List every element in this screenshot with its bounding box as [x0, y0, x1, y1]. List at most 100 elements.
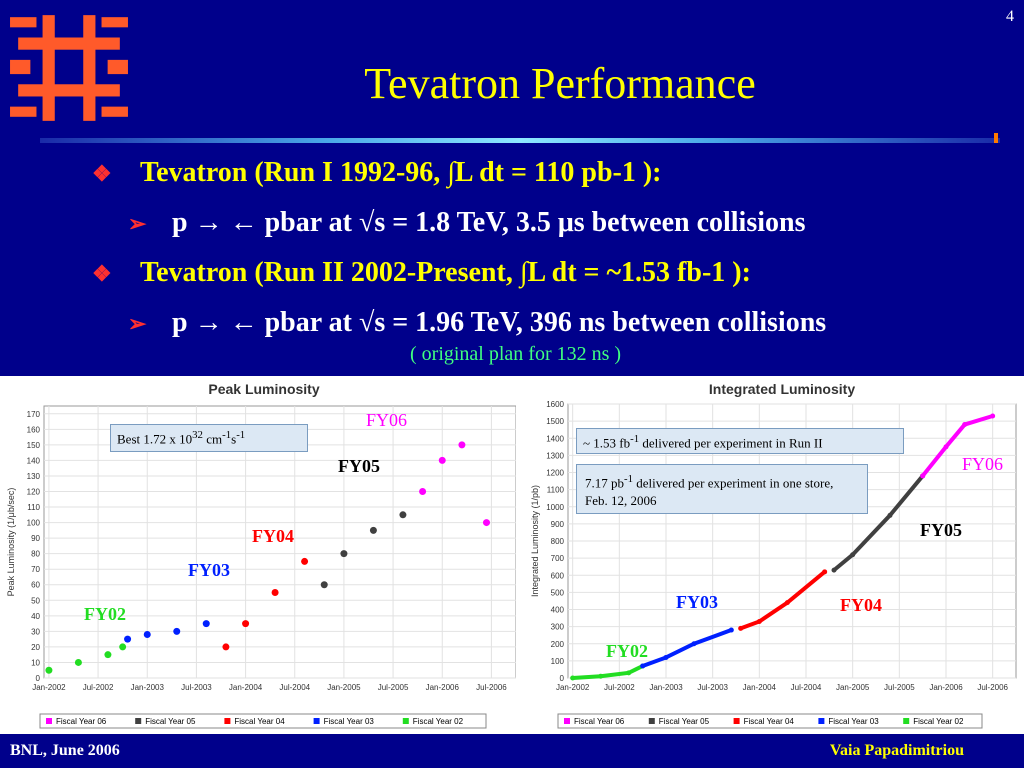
x-tick-label: Jul-2006 [977, 683, 1008, 692]
bullet-run2-detail-text: p → ← pbar at √s = 1.96 TeV, 396 ns betw… [172, 307, 827, 338]
point-fy06 [438, 456, 446, 464]
point-fy03 [663, 654, 669, 660]
x-tick-label: Jul-2006 [476, 683, 507, 692]
x-tick-label: Jan-2002 [32, 683, 66, 692]
y-tick-label: 10 [31, 658, 40, 667]
point-fy03 [124, 635, 132, 643]
y-tick-label: 70 [31, 565, 40, 574]
x-tick-label: Jul-2003 [181, 683, 212, 692]
y-tick-label: 160 [27, 425, 41, 434]
y-tick-label: 500 [551, 588, 565, 597]
point-fy04 [738, 625, 744, 631]
label-fy06-int: FY06 [962, 454, 1004, 474]
x-tick-label: Jan-2002 [556, 683, 590, 692]
point-fy06 [458, 441, 466, 449]
y-tick-label: 0 [36, 674, 41, 683]
legend-swatch [818, 718, 825, 724]
x-tick-label: Jul-2004 [791, 683, 822, 692]
legend-box [557, 713, 983, 729]
fermilab-logo [10, 15, 128, 121]
point-fy05 [850, 552, 856, 558]
peak-best-annotation: Best 1.72 x 1032 cm-1s-1 [110, 424, 308, 452]
legend-box [39, 713, 487, 729]
legend-swatch [733, 718, 740, 724]
y-tick-label: 700 [551, 554, 565, 563]
point-fy04 [271, 589, 279, 597]
series-line-fy02 [572, 664, 644, 680]
x-tick-label: Jan-2003 [649, 683, 683, 692]
diamond-cluster-icon: ❖ [92, 161, 112, 186]
point-fy06 [962, 422, 968, 428]
legend-label: Fiscal Year 06 [574, 717, 625, 726]
y-tick-label: 100 [27, 519, 41, 528]
legend-swatch [402, 718, 409, 724]
x-tick-label: Jan-2005 [327, 683, 361, 692]
legend-label: Fiscal Year 03 [828, 717, 879, 726]
label-fy04-int: FY04 [840, 595, 882, 615]
title-divider [40, 138, 1000, 143]
y-tick-label: 600 [551, 571, 565, 580]
y-tick-label: 170 [27, 410, 41, 419]
x-tick-label: Jul-2005 [378, 683, 409, 692]
point-fy04 [756, 618, 762, 624]
legend-label: Fiscal Year 03 [324, 717, 375, 726]
x-tick-label: Jul-2002 [604, 683, 635, 692]
integrated-store-annotation: 7.17 pb-1 delivered per experiment in on… [576, 464, 868, 514]
y-tick-label: 60 [31, 581, 40, 590]
y-tick-label: 800 [551, 537, 565, 546]
legend-swatch [135, 718, 142, 724]
label-fy03-int: FY03 [676, 592, 718, 612]
y-tick-label: 130 [27, 472, 41, 481]
point-fy06 [990, 413, 996, 419]
x-tick-label: Jul-2002 [83, 683, 114, 692]
point-fy05 [831, 567, 837, 573]
y-tick-label: 900 [551, 520, 565, 529]
y-tick-label: 80 [31, 550, 40, 559]
point-fy06 [419, 487, 427, 495]
y-tick-label: 0 [560, 674, 565, 683]
bullet-run1-text: Tevatron (Run I 1992-96, ∫L dt = 110 pb-… [140, 157, 662, 188]
bullet-run1-detail-text: p → ← pbar at √s = 1.8 TeV, 3.5 μs betwe… [172, 207, 806, 238]
x-tick-label: Jan-2006 [426, 683, 460, 692]
legend-swatch [224, 718, 231, 724]
point-fy06 [943, 444, 949, 450]
x-tick-label: Jul-2004 [279, 683, 310, 692]
x-tick-label: Jan-2003 [131, 683, 165, 692]
integrated-total-annotation: ~ 1.53 fb-1 delivered per experiment in … [576, 428, 904, 454]
y-tick-label: 140 [27, 456, 41, 465]
diamond-cluster-icon: ❖ [92, 261, 112, 286]
legend-swatch [46, 718, 52, 724]
series-line-fy05 [832, 474, 925, 572]
point-fy05 [320, 581, 328, 589]
point-fy03 [202, 620, 210, 628]
point-fy05 [369, 526, 377, 534]
legend-label: Fiscal Year 02 [913, 717, 964, 726]
y-tick-label: 40 [31, 612, 40, 621]
x-tick-label: Jan-2004 [229, 683, 263, 692]
y-tick-label: 150 [27, 441, 41, 450]
point-fy04 [784, 600, 790, 606]
legend-label: Fiscal Year 06 [56, 717, 107, 726]
point-fy04 [222, 643, 230, 651]
legend-swatch [648, 718, 655, 724]
point-fy02 [119, 643, 127, 651]
y-tick-label: 1300 [546, 451, 564, 460]
x-tick-label: Jan-2005 [836, 683, 870, 692]
point-fy03 [173, 627, 181, 635]
bullet-run2: ❖ Tevatron (Run II 2002-Present, ∫L dt = … [92, 256, 751, 291]
point-fy02 [598, 673, 604, 679]
point-fy04 [301, 557, 309, 565]
y-tick-label: 1600 [546, 400, 564, 409]
y-tick-label: 110 [27, 503, 40, 512]
y-axis-label: Peak Luminosity (1/μb/sec) [6, 488, 16, 597]
point-fy05 [340, 550, 348, 558]
point-fy05 [399, 511, 407, 519]
y-tick-label: 1000 [546, 503, 564, 512]
point-fy05 [887, 512, 893, 518]
point-fy02 [45, 666, 53, 674]
slide-number: 4 [1006, 8, 1014, 25]
arrowhead-icon: ➢ [128, 311, 147, 336]
bullet-run2-detail: ➢ p → ← pbar at √s = 1.96 TeV, 396 ns bet… [128, 306, 826, 341]
label-fy03: FY03 [188, 560, 230, 580]
y-tick-label: 1200 [546, 469, 564, 478]
